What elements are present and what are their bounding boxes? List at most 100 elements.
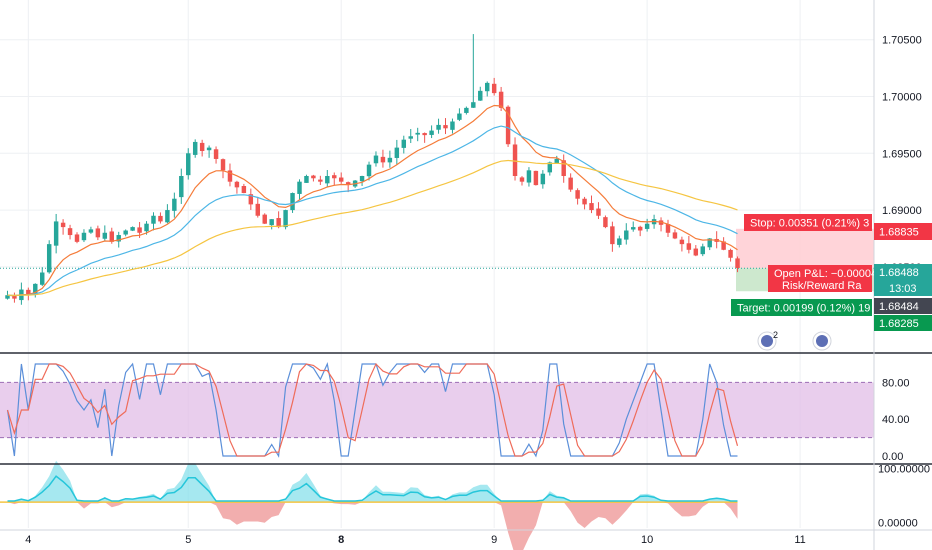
- candle-body: [137, 227, 142, 233]
- candle-body: [637, 226, 643, 231]
- candle-body: [74, 234, 80, 242]
- candle-body: [144, 223, 149, 232]
- candle-body: [491, 83, 497, 94]
- candle-body: [297, 181, 302, 194]
- candle-body: [262, 214, 267, 224]
- candle-body: [401, 139, 407, 148]
- candle-body: [387, 157, 393, 163]
- candle-body: [665, 223, 671, 233]
- oscillator-negative-area: [7, 502, 738, 550]
- candle-body: [290, 193, 295, 211]
- candle-body: [519, 177, 525, 182]
- candle-body: [547, 162, 553, 173]
- open-pl-bg: [768, 265, 872, 292]
- mark-price-bg: [874, 298, 932, 314]
- flag-event-icon[interactable]: [812, 331, 832, 351]
- last-price-text: 1.68488: [879, 267, 919, 279]
- date-tick-label: 9: [491, 534, 497, 546]
- candle-body: [179, 176, 184, 198]
- candle-body: [617, 238, 622, 245]
- candle-body: [26, 289, 31, 295]
- candle-body: [679, 239, 685, 245]
- target-price-bg: [874, 315, 932, 331]
- candle-body: [234, 181, 240, 188]
- candle-body: [199, 142, 205, 152]
- candle-body: [686, 243, 692, 250]
- candle-body: [700, 246, 705, 255]
- candle-body: [338, 177, 344, 182]
- candle-body: [505, 106, 511, 145]
- last-price-bg: [874, 264, 932, 280]
- target-price-tag: 1.68285: [874, 315, 932, 331]
- candle-body: [721, 241, 726, 250]
- candle-body: [366, 164, 372, 177]
- stop-label[interactable]: Stop: 0.00351 (0.21%) 3: [744, 214, 872, 231]
- price-candles: [5, 34, 740, 305]
- risk-reward-text: Risk/Reward Ra: [782, 280, 862, 292]
- candle-body: [5, 295, 10, 299]
- oscillator-axis: 100.00000 0.00000: [878, 464, 930, 530]
- date-tick-label: 8: [338, 534, 344, 546]
- candle-body: [735, 258, 740, 268]
- candle-body: [380, 156, 386, 163]
- oscillator-tick-label: 100.00000: [878, 464, 930, 476]
- candle-body: [484, 82, 490, 92]
- stochastic-tick-label: 0.00: [882, 451, 903, 463]
- candle-body: [603, 217, 608, 228]
- event-icon-dot: [761, 335, 773, 347]
- countdown-text: 13:03: [889, 283, 917, 295]
- stop-label-text: Stop: 0.00351 (0.21%) 3: [750, 218, 869, 230]
- open-pl-label[interactable]: Open P&L: −0.00004 Risk/Reward Ra: [768, 265, 877, 292]
- candle-body: [186, 153, 191, 176]
- candle-body: [394, 147, 400, 158]
- time-axis: 458910111215: [25, 534, 806, 546]
- candle-body: [165, 210, 170, 223]
- candle-body: [644, 223, 650, 229]
- candle-body: [526, 170, 532, 183]
- flag-icon-dot: [816, 335, 828, 347]
- candle-body: [151, 215, 156, 224]
- candle-body: [464, 107, 469, 113]
- candle-body: [345, 182, 351, 186]
- candle-body: [422, 133, 427, 136]
- candle-body: [533, 170, 539, 186]
- candle-body: [512, 144, 518, 176]
- candle-body: [332, 175, 337, 179]
- candle-body: [95, 228, 101, 238]
- stochastic-k-line: [6, 362, 738, 458]
- stop-price-text: 1.68835: [879, 227, 919, 239]
- candle-body: [116, 235, 121, 242]
- candle-body: [102, 232, 108, 239]
- economic-event-icon[interactable]: 2: [757, 330, 778, 351]
- date-tick-label: 4: [25, 534, 31, 546]
- moving-averages: [7, 104, 738, 297]
- stochastic-tick-label: 40.00: [882, 414, 910, 426]
- last-price-tag: 1.68488 13:03: [874, 264, 932, 296]
- candle-body: [269, 219, 274, 226]
- candle-body: [596, 208, 601, 216]
- oscillator-positive-area: [7, 460, 738, 503]
- oscillator-tick-label: 0.00000: [878, 518, 918, 530]
- price-tick-label: 1.69000: [882, 205, 922, 217]
- candle-body: [158, 215, 163, 222]
- candle-body: [672, 232, 678, 239]
- candle-body: [568, 177, 573, 190]
- stochastic-tick-label: 80.00: [882, 377, 910, 389]
- candle-body: [276, 218, 281, 228]
- candle-body: [318, 179, 323, 182]
- stop-price-bg: [874, 223, 932, 240]
- candle-body: [172, 198, 177, 211]
- candle-body: [610, 226, 615, 245]
- target-price-text: 1.68285: [879, 318, 919, 330]
- candle-body: [359, 176, 365, 182]
- stop-label-bg: [744, 214, 872, 231]
- target-label[interactable]: Target: 0.00199 (0.12%) 19: [731, 299, 872, 316]
- candle-body: [46, 244, 52, 273]
- candle-body: [408, 136, 413, 139]
- candle-body: [624, 230, 629, 240]
- mark-price-tag: 1.68484: [874, 298, 932, 314]
- stop-zone: [736, 228, 874, 269]
- stochastic-band: [0, 381, 874, 439]
- date-tick-label: 11: [794, 534, 805, 546]
